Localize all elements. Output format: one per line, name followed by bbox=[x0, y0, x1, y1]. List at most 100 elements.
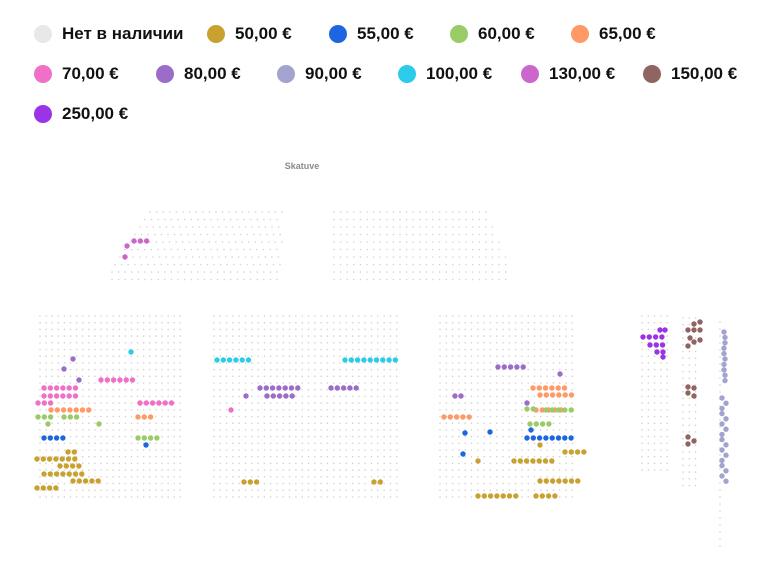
seat-available[interactable] bbox=[530, 406, 536, 412]
seat-available[interactable] bbox=[441, 414, 447, 420]
seat-available[interactable] bbox=[147, 414, 154, 420]
seat-available[interactable] bbox=[640, 334, 646, 340]
seat-available[interactable] bbox=[657, 327, 663, 333]
seat-available[interactable] bbox=[557, 371, 563, 377]
seat-available[interactable] bbox=[67, 414, 74, 420]
seat-available[interactable] bbox=[156, 400, 162, 406]
seat-available[interactable] bbox=[452, 393, 458, 399]
seat-available[interactable] bbox=[653, 342, 659, 348]
seat-available[interactable] bbox=[719, 431, 725, 438]
seat-available[interactable] bbox=[722, 377, 728, 384]
seat-available[interactable] bbox=[723, 400, 729, 406]
seat-available[interactable] bbox=[283, 393, 289, 399]
seat-available[interactable] bbox=[511, 458, 517, 464]
seat-available[interactable] bbox=[721, 345, 727, 351]
seat-available[interactable] bbox=[289, 393, 295, 399]
seat-available[interactable] bbox=[347, 385, 353, 391]
seat-available[interactable] bbox=[542, 385, 549, 391]
seat-available[interactable] bbox=[70, 478, 76, 484]
seat-available[interactable] bbox=[719, 410, 725, 417]
seat-available[interactable] bbox=[685, 390, 691, 396]
seat-available[interactable] bbox=[47, 414, 54, 420]
seat-available[interactable] bbox=[722, 334, 728, 341]
seat-available[interactable] bbox=[35, 414, 41, 420]
seat-available[interactable] bbox=[86, 407, 92, 413]
seat-available[interactable] bbox=[568, 449, 574, 455]
seat-available[interactable] bbox=[581, 449, 587, 455]
seat-available[interactable] bbox=[536, 435, 543, 441]
seat-available[interactable] bbox=[530, 435, 536, 441]
seat-available[interactable] bbox=[660, 354, 666, 360]
seat-available[interactable] bbox=[517, 458, 523, 464]
seat-available[interactable] bbox=[528, 427, 534, 433]
seat-available[interactable] bbox=[72, 393, 79, 399]
seat-available[interactable] bbox=[54, 407, 60, 413]
seat-available[interactable] bbox=[53, 485, 59, 491]
seat-available[interactable] bbox=[506, 493, 513, 499]
legend-item-60[interactable]: 60,00 € bbox=[450, 22, 535, 46]
seat-available[interactable] bbox=[47, 385, 53, 391]
seat-available[interactable] bbox=[555, 435, 562, 441]
seat-available[interactable] bbox=[543, 435, 549, 441]
seat-available[interactable] bbox=[549, 435, 555, 441]
seat-available[interactable] bbox=[66, 393, 72, 399]
seat-available[interactable] bbox=[117, 377, 123, 383]
seat-available[interactable] bbox=[685, 441, 691, 447]
legend-item-unavailable[interactable]: Нет в наличии bbox=[34, 22, 183, 46]
seat-available[interactable] bbox=[543, 392, 549, 398]
seat-available[interactable] bbox=[377, 479, 383, 485]
seat-available[interactable] bbox=[89, 478, 95, 484]
seat-available[interactable] bbox=[60, 435, 66, 441]
seat-available[interactable] bbox=[562, 435, 568, 441]
seat-available[interactable] bbox=[253, 479, 260, 485]
seat-available[interactable] bbox=[243, 393, 249, 399]
seat-available[interactable] bbox=[131, 238, 137, 244]
seat-available[interactable] bbox=[41, 393, 47, 399]
seat-available[interactable] bbox=[536, 385, 542, 391]
seat-available[interactable] bbox=[66, 471, 72, 477]
seat-available[interactable] bbox=[543, 407, 549, 413]
seat-available[interactable] bbox=[562, 407, 568, 413]
seat-available[interactable] bbox=[691, 385, 697, 391]
seat-available[interactable] bbox=[276, 393, 283, 399]
seat-available[interactable] bbox=[162, 400, 168, 406]
seat-available[interactable] bbox=[691, 339, 697, 345]
seat-available[interactable] bbox=[539, 421, 546, 427]
seat-available[interactable] bbox=[168, 400, 175, 406]
seat-available[interactable] bbox=[72, 471, 79, 477]
seat-available[interactable] bbox=[719, 473, 725, 479]
seat-available[interactable] bbox=[72, 385, 79, 391]
seat-available[interactable] bbox=[245, 357, 252, 363]
seat-available[interactable] bbox=[76, 463, 82, 469]
seat-available[interactable] bbox=[685, 343, 691, 349]
seat-available[interactable] bbox=[380, 357, 386, 363]
seat-available[interactable] bbox=[73, 407, 79, 413]
seat-available[interactable] bbox=[453, 414, 460, 420]
legend-item-55[interactable]: 55,00 € bbox=[329, 22, 414, 46]
seat-available[interactable] bbox=[63, 463, 69, 469]
seat-available[interactable] bbox=[110, 377, 117, 383]
seat-available[interactable] bbox=[568, 407, 574, 413]
seat-available[interactable] bbox=[537, 442, 543, 448]
seat-available[interactable] bbox=[462, 430, 468, 436]
seat-available[interactable] bbox=[514, 364, 520, 370]
seat-available[interactable] bbox=[691, 321, 697, 327]
seat-available[interactable] bbox=[239, 357, 245, 363]
seat-available[interactable] bbox=[282, 385, 288, 391]
seat-available[interactable] bbox=[507, 364, 514, 370]
seat-available[interactable] bbox=[371, 479, 377, 485]
legend-item-80[interactable]: 80,00 € bbox=[156, 62, 241, 86]
seat-available[interactable] bbox=[574, 449, 581, 455]
seat-available[interactable] bbox=[334, 385, 340, 391]
seat-available[interactable] bbox=[723, 416, 729, 422]
seat-available[interactable] bbox=[719, 436, 725, 443]
seat-available[interactable] bbox=[79, 471, 85, 477]
seat-available[interactable] bbox=[353, 385, 359, 391]
legend-item-150[interactable]: 150,00 € bbox=[643, 62, 737, 86]
seat-available[interactable] bbox=[719, 395, 725, 401]
seat-available[interactable] bbox=[60, 393, 66, 399]
seat-available[interactable] bbox=[69, 463, 76, 469]
seat-available[interactable] bbox=[568, 435, 574, 441]
seat-available[interactable] bbox=[220, 357, 226, 363]
